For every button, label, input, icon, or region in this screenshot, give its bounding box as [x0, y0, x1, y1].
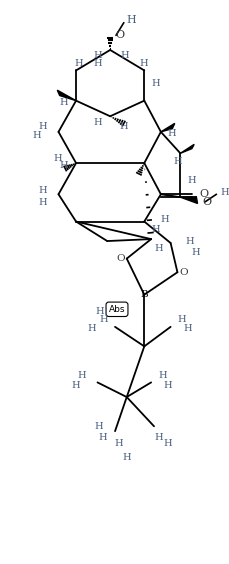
Text: H: H	[187, 176, 196, 185]
Text: H: H	[87, 324, 95, 333]
Text: H: H	[158, 371, 166, 380]
Text: H: H	[154, 434, 163, 443]
Text: H: H	[38, 197, 47, 206]
Text: O: O	[116, 254, 125, 263]
Polygon shape	[161, 124, 175, 132]
Text: H: H	[38, 121, 47, 130]
Text: H: H	[99, 315, 108, 324]
Text: H: H	[161, 215, 169, 224]
Text: H: H	[154, 244, 163, 253]
Text: Abs: Abs	[109, 305, 125, 314]
Text: O: O	[203, 197, 212, 207]
Text: H: H	[120, 51, 129, 60]
Polygon shape	[57, 90, 76, 100]
Text: H: H	[164, 439, 172, 448]
Text: H: H	[183, 324, 192, 333]
Text: H: H	[60, 161, 68, 170]
Text: H: H	[115, 439, 123, 448]
Text: H: H	[220, 188, 229, 197]
Text: H: H	[93, 59, 102, 68]
Text: H: H	[77, 371, 86, 380]
Text: H: H	[174, 157, 182, 166]
Text: H: H	[139, 59, 148, 68]
Text: H: H	[60, 98, 68, 107]
Text: H: H	[164, 381, 172, 390]
Text: H: H	[123, 453, 131, 462]
Polygon shape	[180, 144, 194, 153]
Text: H: H	[32, 131, 41, 140]
Text: H: H	[71, 381, 80, 390]
Text: H: H	[93, 51, 102, 60]
Text: H: H	[119, 121, 128, 130]
Text: H: H	[94, 118, 102, 126]
Text: O: O	[179, 268, 188, 277]
Text: O: O	[199, 190, 208, 199]
Polygon shape	[180, 197, 198, 204]
Text: H: H	[185, 236, 194, 245]
Text: H: H	[191, 248, 200, 257]
Text: H: H	[95, 422, 103, 431]
Text: H: H	[168, 129, 176, 138]
Text: O: O	[115, 30, 124, 41]
Text: H: H	[127, 15, 136, 25]
Text: H: H	[151, 78, 160, 87]
Text: H: H	[74, 59, 83, 68]
Text: B: B	[140, 290, 148, 299]
Text: H: H	[96, 307, 104, 316]
Text: H: H	[177, 315, 186, 324]
Text: H: H	[151, 225, 160, 234]
Text: H: H	[54, 153, 62, 162]
Text: H: H	[99, 434, 107, 443]
Text: H: H	[38, 186, 47, 195]
